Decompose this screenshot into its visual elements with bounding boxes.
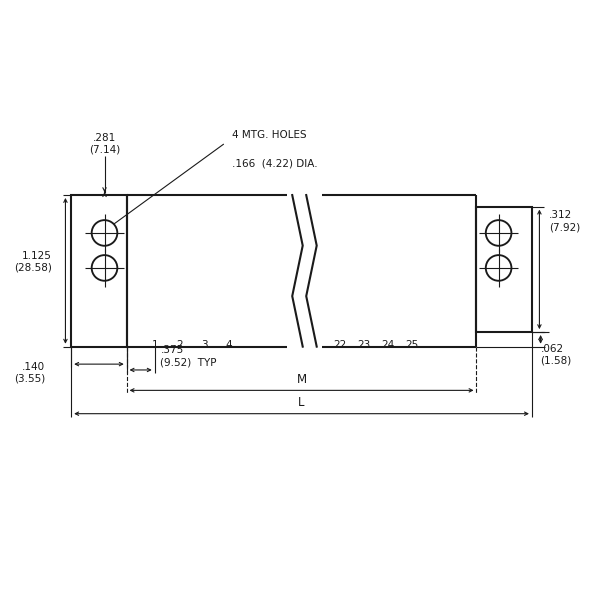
Text: 4: 4 [226,340,232,350]
Text: .281
(7.14): .281 (7.14) [89,133,120,154]
Text: .166  (4.22) DIA.: .166 (4.22) DIA. [232,159,317,169]
Text: 23: 23 [358,340,371,350]
Text: .312
(7.92): .312 (7.92) [550,211,581,232]
Text: L: L [298,396,305,409]
Text: .140
(3.55): .140 (3.55) [14,362,45,383]
Text: 3: 3 [201,340,208,350]
Text: M: M [296,373,307,386]
Bar [476,207,532,332]
Bar [71,195,127,347]
Text: 24: 24 [381,340,394,350]
Text: 2: 2 [176,340,182,350]
Text: 1: 1 [151,340,158,350]
Text: 22: 22 [333,340,346,350]
Text: .062
(1.58): .062 (1.58) [541,344,572,365]
Text: 25: 25 [406,340,419,350]
Text: 1.125
(28.58): 1.125 (28.58) [14,251,52,273]
Text: .375
(9.52)  TYP: .375 (9.52) TYP [160,346,217,367]
Text: 4 MTG. HOLES: 4 MTG. HOLES [232,130,306,140]
